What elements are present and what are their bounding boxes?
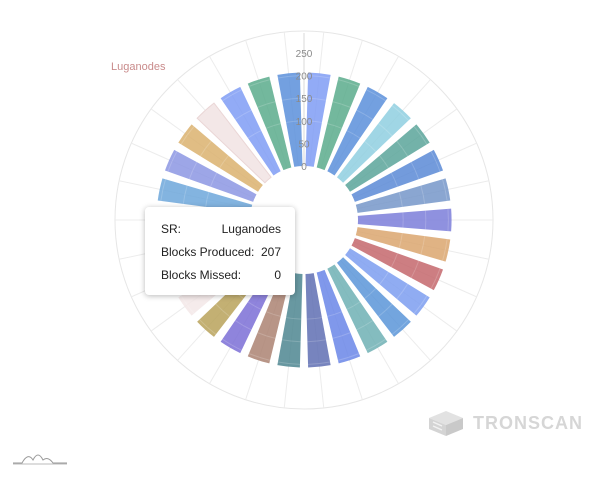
tooltip-produced-value: 207 bbox=[261, 244, 281, 267]
tooltip-missed-label: Blocks Missed: bbox=[161, 267, 241, 290]
bar-8[interactable] bbox=[358, 209, 452, 232]
radial-tick-label: 0 bbox=[301, 162, 307, 173]
tooltip-produced-label: Blocks Produced: bbox=[161, 244, 254, 267]
bar-tooltip: SR: Luganodes Blocks Produced: 207 Block… bbox=[145, 207, 295, 295]
navigator-icon[interactable] bbox=[12, 448, 68, 466]
radial-tick-label: 100 bbox=[296, 117, 313, 128]
tooltip-sr-value: Luganodes bbox=[222, 221, 281, 244]
category-label: Luganodes bbox=[111, 61, 166, 73]
category-labels: Luganodes bbox=[111, 61, 166, 73]
tooltip-row-produced: Blocks Produced: 207 bbox=[161, 244, 281, 267]
radial-tick-label: 150 bbox=[296, 94, 313, 105]
cube-logo-icon bbox=[427, 408, 465, 438]
tooltip-missed-value: 0 bbox=[274, 267, 281, 290]
tooltip-row-missed: Blocks Missed: 0 bbox=[161, 267, 281, 290]
tronscan-watermark: TRONSCAN bbox=[427, 407, 583, 439]
tooltip-sr-label: SR: bbox=[161, 221, 181, 244]
tooltip-row-sr: SR: Luganodes bbox=[161, 221, 281, 244]
radial-tick-label: 200 bbox=[296, 72, 313, 83]
watermark-text: TRONSCAN bbox=[473, 413, 583, 434]
radial-tick-label: 50 bbox=[298, 139, 310, 150]
radial-tick-label: 250 bbox=[296, 49, 313, 60]
